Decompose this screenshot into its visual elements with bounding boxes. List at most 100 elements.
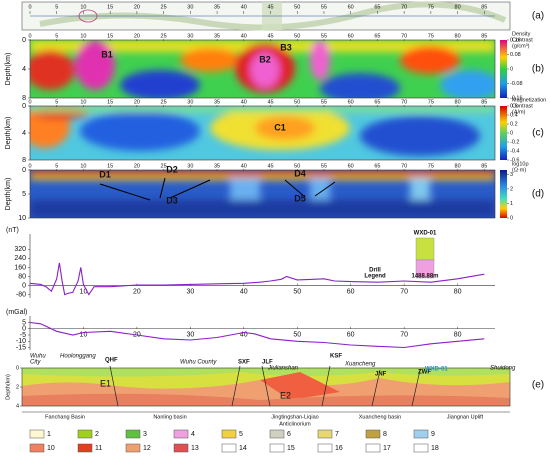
colorbar-tick-label: 0 [510, 130, 513, 136]
legend-swatch [269, 429, 285, 439]
legend-label: 13 [191, 445, 199, 452]
section-label: JLF [262, 360, 273, 366]
x-tick-label: 20 [133, 288, 141, 295]
colorbar-tick-label: 0.2 [510, 121, 518, 127]
y-tick-label: 4 [22, 130, 26, 137]
panel-label: (e) [532, 380, 544, 391]
y-axis-label: (nT) [6, 227, 19, 234]
colorbar-tick-label: 0 [510, 215, 513, 221]
x-tick-label: 25 [161, 4, 167, 10]
legend-swatch [365, 443, 381, 453]
x-tick-label: 30 [186, 332, 194, 339]
legend-swatch [125, 429, 141, 439]
y-tick-label: 4 [22, 66, 26, 73]
colorbar-tick-label: -0.2 [510, 139, 519, 145]
legend-label: 12 [143, 445, 151, 452]
x-tick-label: 45 [267, 33, 273, 39]
legend-label: 5 [239, 431, 243, 438]
annotation: C1 [274, 122, 286, 132]
panel-label: (a) [532, 11, 544, 22]
legend-swatch [317, 429, 333, 439]
legend-label: 6 [287, 431, 291, 438]
legend-label: 17 [383, 445, 391, 452]
unit-label: Xuancheng basin [359, 414, 402, 420]
x-tick-label: 70 [400, 288, 408, 295]
legend-label: 10 [47, 445, 55, 452]
x-tick-label: 0 [28, 99, 31, 105]
colorbar-title: Contrast [512, 103, 533, 109]
legend-swatch [413, 443, 429, 453]
y-axis-label: Depth(km) [5, 53, 12, 86]
x-tick-label: 70 [401, 163, 407, 169]
x-tick-label: 30 [186, 288, 194, 295]
legend-swatch [221, 429, 237, 439]
colorbar-title: log10ρ [512, 161, 529, 167]
data-line [29, 262, 485, 296]
x-tick-label: 80 [455, 33, 461, 39]
magnetization-section [29, 105, 507, 161]
section-label: City [30, 360, 41, 366]
unit-label: Fanchang Basin [45, 414, 85, 420]
section-label: E1 [100, 378, 111, 388]
x-tick-label: 40 [240, 288, 248, 295]
y-tick-label: 0 [22, 167, 26, 174]
x-tick-label: 10 [80, 4, 86, 10]
y-tick-label: 4 [16, 403, 19, 409]
x-tick-label: 80 [454, 288, 462, 295]
y-tick-label: 0 [22, 103, 26, 110]
colorbar-tick-label: 3 [510, 172, 513, 178]
legend-label: 2 [95, 431, 99, 438]
colorbar-tick-label: 1 [510, 201, 513, 207]
x-tick-label: 80 [454, 332, 462, 339]
y-tick-label: -5 [20, 332, 26, 339]
x-tick-label: 80 [455, 163, 461, 169]
x-tick-label: 40 [241, 33, 247, 39]
y-tick-label: 0 [22, 326, 26, 333]
x-tick-label: 0 [28, 163, 31, 169]
x-tick-label: 75 [428, 163, 434, 169]
x-tick-label: 30 [187, 163, 193, 169]
legend-label: 18 [431, 445, 439, 452]
x-tick-label: 50 [293, 332, 301, 339]
x-tick-label: 35 [214, 163, 220, 169]
x-tick-label: 65 [374, 99, 380, 105]
legend-swatch [125, 443, 141, 453]
x-tick-label: 10 [80, 332, 88, 339]
section-label: WXD-01 [425, 367, 448, 373]
x-tick-label: 85 [481, 99, 487, 105]
colorbar-title: Contrast [512, 37, 533, 43]
annotation: 1488.88m [411, 274, 438, 280]
x-tick-label: 60 [348, 99, 354, 105]
x-tick-label: 65 [374, 163, 380, 169]
legend-swatch [317, 443, 333, 453]
section-label: ZWF [418, 370, 431, 376]
drill-column [415, 237, 435, 279]
x-tick-label: 85 [481, 33, 487, 39]
y-axis-label: (mGal) [6, 309, 27, 316]
panel-label: (c) [532, 128, 544, 139]
y-tick-label: 8 [22, 157, 26, 164]
x-tick-label: 0 [28, 4, 31, 10]
y-tick-label: 240 [14, 255, 26, 262]
x-tick-label: 10 [80, 33, 86, 39]
x-tick-label: 60 [348, 33, 354, 39]
x-tick-label: 30 [187, 99, 193, 105]
colorbar-title: Magnetization [512, 97, 546, 103]
colorbar-tick-label: -0.08 [510, 81, 523, 87]
section-label: Wuhu [30, 354, 46, 360]
x-tick-label: 20 [134, 163, 140, 169]
y-tick-label: 80 [18, 273, 26, 280]
annotation: D4 [294, 168, 306, 178]
annotation: B3 [280, 42, 292, 52]
legend-label: 9 [431, 431, 435, 438]
y-axis-label: Depth(km) [5, 117, 12, 150]
x-tick-label: 15 [107, 163, 113, 169]
unit-label: Nanling basin [153, 414, 186, 420]
x-tick-label: 0 [28, 33, 31, 39]
x-tick-label: 50 [293, 288, 301, 295]
legend-label: 11 [95, 445, 102, 452]
y-tick-label: 8 [22, 95, 26, 102]
annotation: Legend [364, 274, 386, 280]
x-tick-label: 20 [134, 33, 140, 39]
x-tick-label: 55 [321, 33, 327, 39]
